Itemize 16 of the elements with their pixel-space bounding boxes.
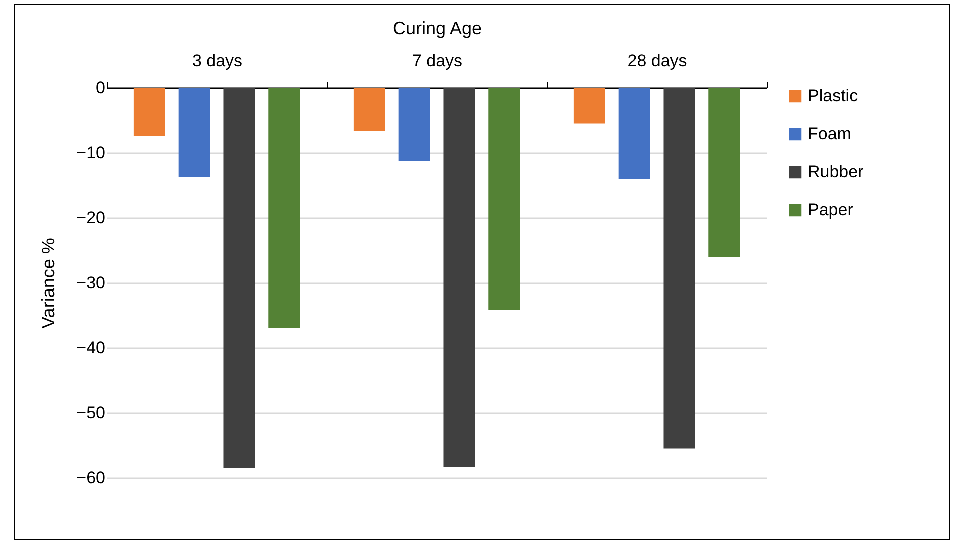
legend-label: Paper <box>808 200 854 220</box>
x-tick-label: 3 days <box>192 52 243 70</box>
x-tick-label: 28 days <box>628 52 688 70</box>
y-tick-label: −40 <box>76 338 106 358</box>
y-tick-label: 0 <box>96 78 106 98</box>
legend-label: Rubber <box>808 162 864 182</box>
legend-label: Foam <box>808 124 852 144</box>
legend-label: Plastic <box>808 86 859 106</box>
y-tick-label: −10 <box>76 144 106 162</box>
y-tick-label: −50 <box>76 404 106 422</box>
y-tick-label: −20 <box>76 208 106 228</box>
y-axis-title: Variance % <box>38 238 59 329</box>
x-tick-label: 7 days <box>412 52 463 70</box>
x-axis-title: Curing Age <box>392 18 482 38</box>
y-tick-label: −60 <box>76 468 106 488</box>
y-tick-label: −30 <box>76 274 106 292</box>
